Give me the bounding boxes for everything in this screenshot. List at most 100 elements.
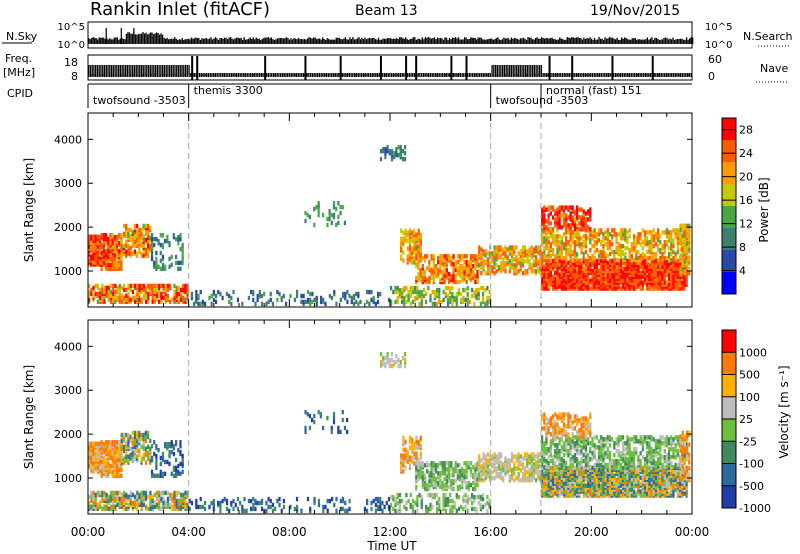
data-cell bbox=[125, 458, 128, 463]
data-cell bbox=[589, 262, 592, 268]
nsky-bar bbox=[255, 37, 257, 44]
data-cell bbox=[107, 465, 110, 471]
data-cell bbox=[404, 439, 407, 444]
freq-spike bbox=[571, 56, 574, 80]
data-cell bbox=[402, 435, 405, 441]
freq-panel: Freq. [MHz] 18 8 60 0 Nave bbox=[3, 52, 788, 83]
data-cell bbox=[400, 453, 403, 458]
data-cell bbox=[142, 436, 145, 442]
nsky-bar bbox=[565, 39, 567, 44]
data-cell bbox=[532, 263, 536, 268]
nsky-bar bbox=[421, 37, 424, 44]
data-cell bbox=[624, 245, 627, 251]
data-cell bbox=[98, 234, 102, 239]
nsky-bar bbox=[625, 38, 627, 44]
data-cell bbox=[449, 299, 452, 305]
data-cell bbox=[635, 249, 638, 255]
nsky-bar bbox=[661, 39, 664, 44]
freq-bar bbox=[396, 73, 398, 77]
nsky-tick-right-bottom: 10^0 bbox=[705, 40, 732, 51]
data-cell bbox=[464, 297, 467, 303]
nsky-bar bbox=[88, 38, 90, 44]
data-cell bbox=[554, 217, 557, 222]
nsky-bar bbox=[658, 39, 661, 44]
data-cell bbox=[578, 215, 581, 220]
freq-bar bbox=[154, 65, 157, 77]
data-cell bbox=[549, 253, 552, 259]
data-cell bbox=[199, 496, 202, 502]
data-cell bbox=[140, 444, 143, 450]
data-cell bbox=[88, 258, 91, 263]
nsky-bar bbox=[669, 38, 671, 44]
data-cell bbox=[197, 293, 200, 299]
data-cell bbox=[419, 277, 422, 283]
data-cell bbox=[488, 299, 491, 305]
data-cell bbox=[136, 430, 139, 436]
data-cell bbox=[181, 461, 184, 467]
freq-bar bbox=[230, 73, 232, 77]
freq-bar bbox=[665, 73, 668, 77]
data-cell bbox=[404, 228, 407, 234]
data-cell bbox=[111, 440, 114, 445]
data-cell bbox=[147, 506, 150, 511]
data-cell bbox=[306, 289, 310, 295]
freq-bar bbox=[285, 73, 287, 77]
data-cell bbox=[169, 492, 172, 498]
data-cell bbox=[258, 500, 261, 506]
data-cell bbox=[181, 254, 184, 260]
data-cell bbox=[543, 264, 546, 270]
nsky-bar bbox=[583, 37, 585, 44]
freq-bar bbox=[385, 73, 388, 77]
data-cell bbox=[232, 506, 235, 512]
data-cell bbox=[560, 249, 563, 255]
nsky-bar bbox=[169, 38, 171, 44]
colorbar-tick-label: 12 bbox=[739, 218, 753, 231]
data-cell bbox=[453, 295, 456, 301]
data-cell bbox=[665, 228, 669, 233]
freq-bar bbox=[332, 73, 335, 77]
data-cell bbox=[615, 232, 618, 237]
data-cell bbox=[133, 223, 137, 229]
data-cell bbox=[670, 242, 673, 247]
nsky-bar bbox=[148, 33, 150, 44]
data-cell bbox=[102, 236, 105, 242]
data-cell bbox=[571, 257, 574, 263]
data-cell bbox=[339, 498, 342, 504]
data-cell bbox=[481, 504, 485, 510]
data-cell bbox=[98, 465, 102, 470]
freq-bar bbox=[567, 73, 569, 77]
data-cell bbox=[147, 494, 150, 500]
data-cell bbox=[280, 508, 283, 514]
data-cell bbox=[476, 269, 479, 275]
data-cell bbox=[639, 236, 642, 241]
data-cell bbox=[101, 283, 104, 289]
freq-bar bbox=[364, 73, 366, 77]
nsky-bar bbox=[442, 39, 445, 44]
data-cell bbox=[530, 245, 533, 250]
data-cell bbox=[115, 467, 119, 473]
data-cell bbox=[260, 293, 264, 299]
data-cell bbox=[155, 443, 158, 449]
data-cell bbox=[381, 508, 384, 514]
data-cell bbox=[357, 301, 360, 307]
data-cell bbox=[554, 270, 557, 275]
data-cell bbox=[136, 494, 139, 500]
nsky-bar bbox=[643, 39, 645, 44]
freq-bar bbox=[440, 73, 442, 77]
data-cell bbox=[482, 259, 485, 264]
data-cell bbox=[133, 456, 137, 461]
data-cell bbox=[635, 236, 638, 241]
data-cell bbox=[276, 498, 279, 504]
freq-bar bbox=[602, 73, 604, 77]
data-cell bbox=[460, 297, 463, 303]
data-cell bbox=[346, 289, 349, 295]
data-cell bbox=[181, 250, 184, 256]
data-cell bbox=[149, 490, 152, 496]
data-cell bbox=[569, 205, 572, 210]
data-cell bbox=[558, 234, 561, 239]
data-cell bbox=[210, 301, 213, 307]
data-cell bbox=[175, 465, 178, 471]
data-cell bbox=[476, 254, 479, 259]
freq-bar bbox=[595, 73, 597, 77]
data-cell bbox=[127, 243, 130, 248]
